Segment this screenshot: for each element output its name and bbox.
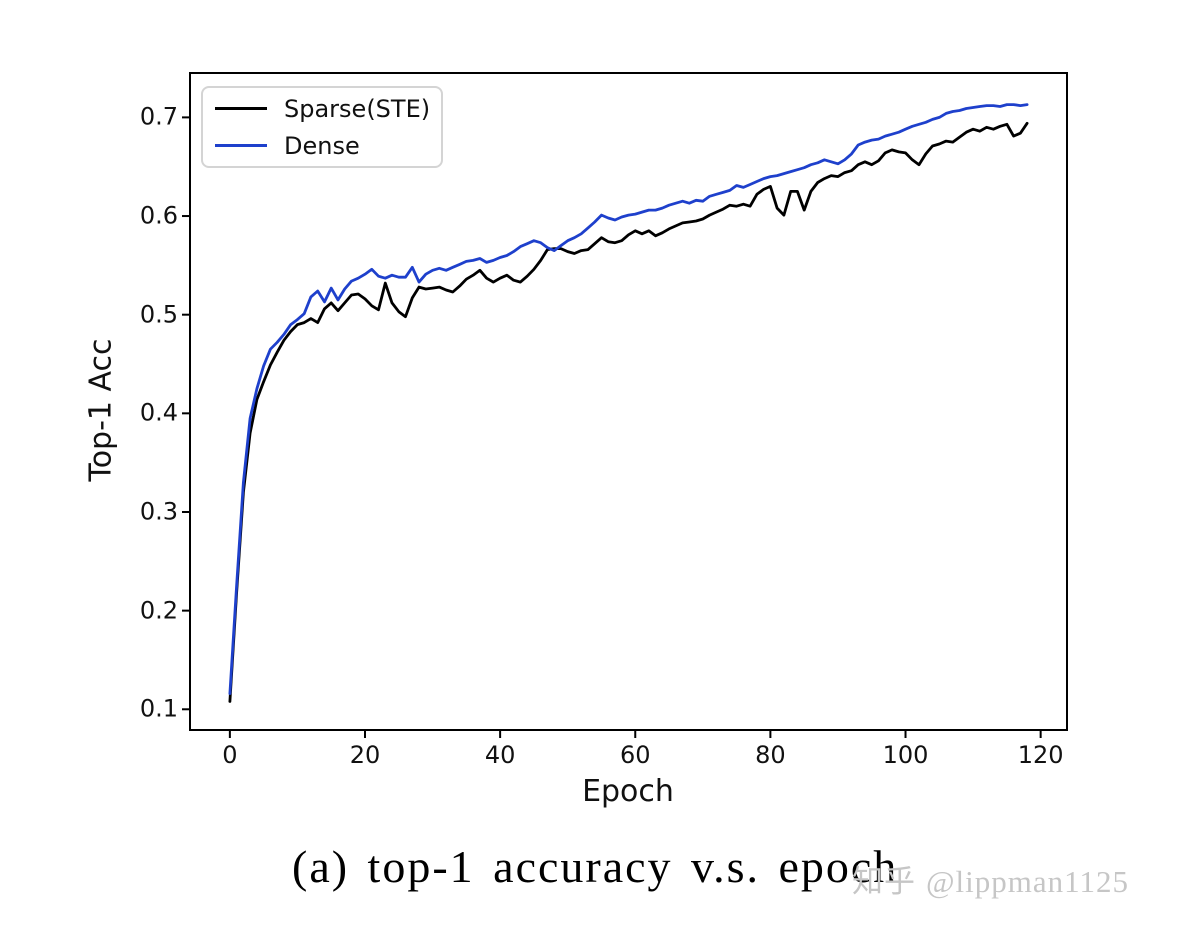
legend-label: Sparse(STE) bbox=[284, 94, 431, 123]
legend-swatch bbox=[215, 144, 267, 147]
legend-swatch bbox=[215, 107, 267, 110]
x-tick-label: 120 bbox=[1017, 741, 1064, 769]
x-tick-label: 80 bbox=[755, 741, 786, 769]
dense-line bbox=[228, 103, 1029, 695]
legend-label: Dense bbox=[284, 131, 360, 160]
y-tick-label: 0.4 bbox=[139, 398, 178, 427]
watermark-handle: @lippman1125 bbox=[926, 864, 1129, 899]
x-tick-label: 0 bbox=[222, 741, 238, 769]
x-axis-label: Epoch bbox=[582, 774, 674, 809]
y-tick-label: 0.6 bbox=[139, 201, 178, 230]
y-axis-label: Top-1 Acc bbox=[83, 338, 119, 482]
x-tick-label: 60 bbox=[619, 741, 651, 769]
sparse-ste-line bbox=[228, 121, 1029, 703]
y-ticks bbox=[182, 116, 190, 711]
y-tick-label: 0.2 bbox=[139, 596, 178, 625]
watermark: 知乎 @lippman1125 bbox=[852, 856, 1129, 901]
x-tick-label: 40 bbox=[484, 741, 516, 769]
figure-caption: (a) top-1 accuracy v.s. epoch bbox=[292, 841, 899, 892]
y-tick-label: 0.3 bbox=[139, 497, 178, 526]
legend: Sparse(STE) Dense bbox=[201, 86, 443, 168]
axes-box bbox=[189, 72, 1068, 731]
series-lines bbox=[228, 103, 1029, 703]
x-tick-label: 100 bbox=[882, 741, 929, 769]
plot-border bbox=[189, 72, 1068, 731]
x-ticks bbox=[228, 730, 1042, 738]
legend-item-dense: Dense bbox=[215, 132, 441, 160]
y-tick-label: 0.1 bbox=[139, 694, 178, 723]
x-tick-label: 20 bbox=[349, 741, 381, 769]
y-tick-label: 0.7 bbox=[139, 102, 178, 131]
watermark-logo: 知乎 bbox=[852, 864, 916, 899]
y-tick-label: 0.5 bbox=[139, 300, 178, 329]
legend-item-sparse: Sparse(STE) bbox=[215, 95, 441, 123]
